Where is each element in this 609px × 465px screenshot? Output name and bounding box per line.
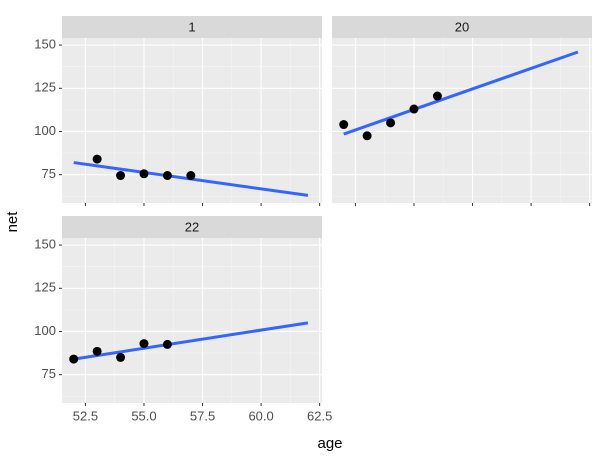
fit-line [73,321,309,361]
point [139,339,149,349]
panel [62,238,322,403]
y-tick-label: 100 [34,123,56,138]
point [162,339,172,349]
point [92,346,102,356]
strip [332,16,592,38]
point [409,104,419,114]
y-tick-label: 75 [42,366,56,381]
point [339,120,349,130]
y-axis-title: net [4,211,21,233]
point [162,171,172,181]
strip-label: 22 [185,219,199,234]
fit-line [343,50,579,136]
y-tick-label: 75 [42,166,56,181]
x-tick-label: 57.5 [190,408,215,423]
point [386,118,396,128]
panel [332,38,592,203]
point [139,169,149,179]
y-tick-label: 150 [34,237,56,252]
point [116,352,126,362]
point [92,154,102,164]
point [69,354,79,364]
x-axis-title: age [317,435,342,452]
x-tick-label: 55.0 [131,408,156,423]
point [432,91,442,101]
y-tick-label: 125 [34,80,56,95]
point [362,131,372,141]
x-tick-label: 52.5 [73,408,98,423]
x-tick-label: 62.5 [307,408,332,423]
y-tick-label: 100 [34,323,56,338]
panel [62,38,322,203]
y-tick-label: 150 [34,37,56,52]
point [116,171,126,181]
strip [62,16,322,38]
point [186,171,196,181]
strip-label: 1 [188,19,195,34]
strip [62,216,322,238]
y-tick-label: 125 [34,280,56,295]
x-tick-label: 60.0 [248,408,273,423]
strip-label: 20 [455,19,469,34]
panel-background [332,38,592,203]
panel-background [62,238,322,403]
